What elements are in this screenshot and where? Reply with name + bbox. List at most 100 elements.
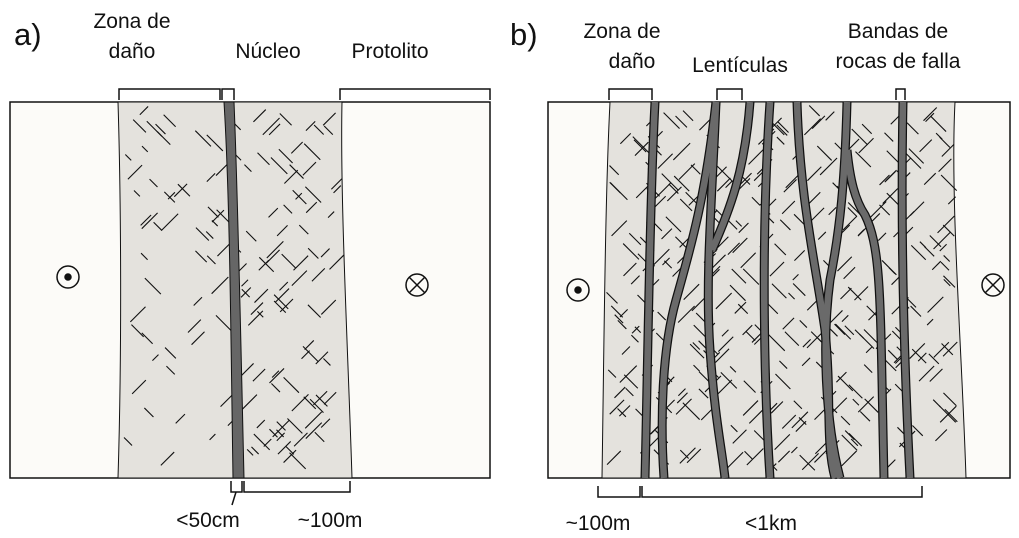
fracture	[291, 270, 308, 287]
fracture	[614, 386, 626, 399]
fracture	[293, 432, 308, 447]
fracture	[943, 278, 951, 287]
fracture	[847, 207, 858, 218]
fracture	[609, 399, 625, 415]
fracture	[836, 371, 847, 383]
fracture	[127, 164, 143, 180]
fracture	[139, 106, 149, 116]
fracture	[837, 256, 853, 272]
panel-label: a)	[14, 17, 42, 52]
fracture	[721, 329, 729, 337]
fracture	[737, 177, 751, 191]
fracture	[211, 276, 229, 295]
fracture	[252, 368, 266, 382]
fracture	[748, 148, 765, 165]
fracture	[295, 192, 303, 200]
fracture	[947, 196, 957, 205]
fracture	[693, 324, 706, 338]
fracture	[771, 283, 787, 299]
fracture	[673, 175, 690, 192]
fracture	[938, 405, 957, 423]
fracture	[738, 222, 749, 234]
fracture	[606, 291, 618, 304]
fracture	[720, 371, 738, 389]
fracture	[937, 215, 955, 234]
fracture	[329, 254, 345, 270]
fracture	[269, 428, 278, 438]
fracture	[909, 201, 925, 216]
fracture	[175, 413, 186, 424]
fracture	[776, 124, 788, 136]
fracture	[281, 253, 296, 269]
fracture	[926, 318, 934, 326]
fracture	[943, 255, 951, 262]
fracture	[793, 400, 803, 410]
fracture	[737, 303, 749, 315]
fracture	[141, 332, 154, 345]
fracture	[798, 417, 807, 426]
fracture	[163, 114, 177, 128]
fracture	[943, 275, 956, 288]
fracture	[256, 419, 266, 429]
fracture	[891, 330, 901, 340]
fracture	[726, 451, 744, 469]
fracture	[160, 213, 179, 232]
top-label: Zona de	[583, 20, 660, 43]
fracture	[774, 434, 791, 451]
fracture	[732, 429, 747, 444]
fracture	[678, 163, 696, 180]
fracture	[129, 306, 146, 323]
fracture	[623, 374, 639, 389]
motion-symbols	[56, 265, 1005, 302]
fracture	[841, 434, 858, 451]
fracture	[716, 236, 729, 249]
top-label: Zona de	[93, 10, 170, 33]
fracture	[933, 232, 951, 250]
band	[822, 101, 851, 479]
fracture	[743, 380, 756, 393]
fracture	[131, 379, 147, 395]
fracture	[940, 261, 950, 271]
fracture	[802, 338, 811, 348]
fracture	[877, 232, 887, 241]
fracture	[665, 216, 682, 233]
fracture	[725, 180, 733, 189]
fracture	[781, 414, 797, 429]
fracture	[146, 120, 163, 137]
fracture	[810, 331, 822, 343]
fracture	[682, 110, 694, 122]
fracture	[693, 364, 701, 372]
fracture	[879, 174, 890, 186]
fracture	[634, 326, 642, 333]
fracture	[859, 411, 871, 422]
fracture	[279, 281, 289, 291]
fracture	[141, 212, 158, 230]
fracture	[657, 311, 667, 321]
fracture	[828, 206, 837, 216]
top-label: Bandas de	[848, 20, 948, 43]
fracture	[677, 388, 686, 397]
fracture	[609, 165, 620, 176]
fracture	[854, 329, 865, 339]
fracture	[792, 283, 806, 297]
fracture	[746, 448, 764, 466]
panel-label: b)	[510, 17, 538, 52]
fracture	[801, 452, 819, 471]
fracture	[292, 189, 307, 205]
fracture	[811, 115, 826, 130]
fracture	[205, 231, 214, 239]
fracture	[927, 296, 944, 313]
fracture	[844, 325, 855, 336]
fracture	[314, 431, 325, 443]
fracture	[742, 400, 759, 416]
fracture	[140, 252, 148, 261]
fracture	[276, 224, 288, 237]
fracture	[268, 207, 279, 218]
fracture	[917, 352, 927, 362]
fracture	[313, 390, 328, 406]
core-a	[223, 101, 245, 479]
fracture	[619, 308, 629, 318]
fracture	[941, 343, 954, 356]
fracture	[730, 424, 738, 433]
fracture	[863, 364, 873, 374]
